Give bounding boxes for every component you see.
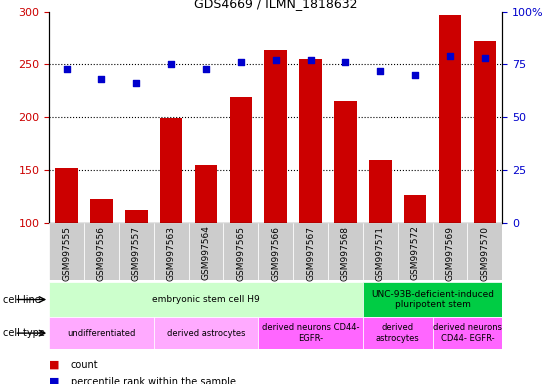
Bar	[258, 223, 293, 280]
Bar	[160, 118, 182, 328]
Bar	[328, 223, 363, 280]
Text: GSM997572: GSM997572	[411, 225, 420, 280]
Point	[411, 72, 419, 78]
Text: GSM997556: GSM997556	[97, 225, 106, 281]
Point	[132, 80, 141, 86]
Text: count: count	[71, 360, 99, 370]
Bar	[363, 223, 397, 280]
Bar	[119, 223, 154, 280]
Bar	[438, 15, 461, 328]
Text: derived neurons
CD44- EGFR-: derived neurons CD44- EGFR-	[433, 323, 502, 343]
Text: GSM997555: GSM997555	[62, 225, 71, 281]
Bar	[467, 223, 502, 280]
Point	[97, 76, 106, 82]
Point	[236, 59, 245, 65]
Bar	[49, 317, 154, 349]
Text: ■: ■	[49, 360, 60, 370]
Text: ■: ■	[49, 377, 60, 384]
Bar	[293, 223, 328, 280]
Point	[306, 57, 315, 63]
Bar	[84, 223, 119, 280]
Bar	[49, 223, 84, 280]
Text: GSM997568: GSM997568	[341, 225, 350, 281]
Bar	[223, 223, 258, 280]
Title: GDS4669 / ILMN_1818632: GDS4669 / ILMN_1818632	[194, 0, 358, 10]
Bar	[404, 195, 426, 328]
Bar	[369, 161, 391, 328]
Text: UNC-93B-deficient-induced
pluripotent stem: UNC-93B-deficient-induced pluripotent st…	[371, 290, 494, 309]
Text: derived
astrocytes: derived astrocytes	[376, 323, 420, 343]
Text: GSM997563: GSM997563	[167, 225, 176, 281]
Bar	[473, 41, 496, 328]
Bar	[363, 317, 432, 349]
Bar	[432, 317, 502, 349]
Text: GSM997566: GSM997566	[271, 225, 280, 281]
Text: undifferentiated: undifferentiated	[67, 329, 135, 338]
Point	[201, 65, 210, 71]
Point	[480, 55, 489, 61]
Text: percentile rank within the sample: percentile rank within the sample	[71, 377, 236, 384]
Point	[62, 65, 71, 71]
Text: GSM997565: GSM997565	[236, 225, 245, 281]
Text: derived neurons CD44-
EGFR-: derived neurons CD44- EGFR-	[262, 323, 359, 343]
Bar	[363, 282, 502, 317]
Bar	[90, 200, 113, 328]
Text: GSM997569: GSM997569	[446, 225, 454, 281]
Point	[271, 57, 280, 63]
Text: GSM997564: GSM997564	[201, 225, 211, 280]
Bar	[229, 97, 252, 328]
Bar	[49, 282, 363, 317]
Text: cell type: cell type	[3, 328, 45, 338]
Bar	[55, 168, 78, 328]
Bar	[334, 101, 357, 328]
Bar	[397, 223, 432, 280]
Text: embryonic stem cell H9: embryonic stem cell H9	[152, 295, 260, 304]
Point	[167, 61, 175, 68]
Bar	[432, 223, 467, 280]
Text: GSM997567: GSM997567	[306, 225, 315, 281]
Point	[341, 59, 350, 65]
Bar	[188, 223, 223, 280]
Bar	[195, 165, 217, 328]
Bar	[264, 50, 287, 328]
Bar	[154, 317, 258, 349]
Bar	[154, 223, 188, 280]
Text: derived astrocytes: derived astrocytes	[167, 329, 245, 338]
Point	[446, 53, 454, 59]
Bar	[299, 59, 322, 328]
Text: GSM997571: GSM997571	[376, 225, 385, 281]
Text: GSM997557: GSM997557	[132, 225, 141, 281]
Text: GSM997570: GSM997570	[480, 225, 489, 281]
Point	[376, 68, 385, 74]
Text: cell line: cell line	[3, 295, 40, 305]
Bar	[258, 317, 363, 349]
Bar	[125, 210, 147, 328]
